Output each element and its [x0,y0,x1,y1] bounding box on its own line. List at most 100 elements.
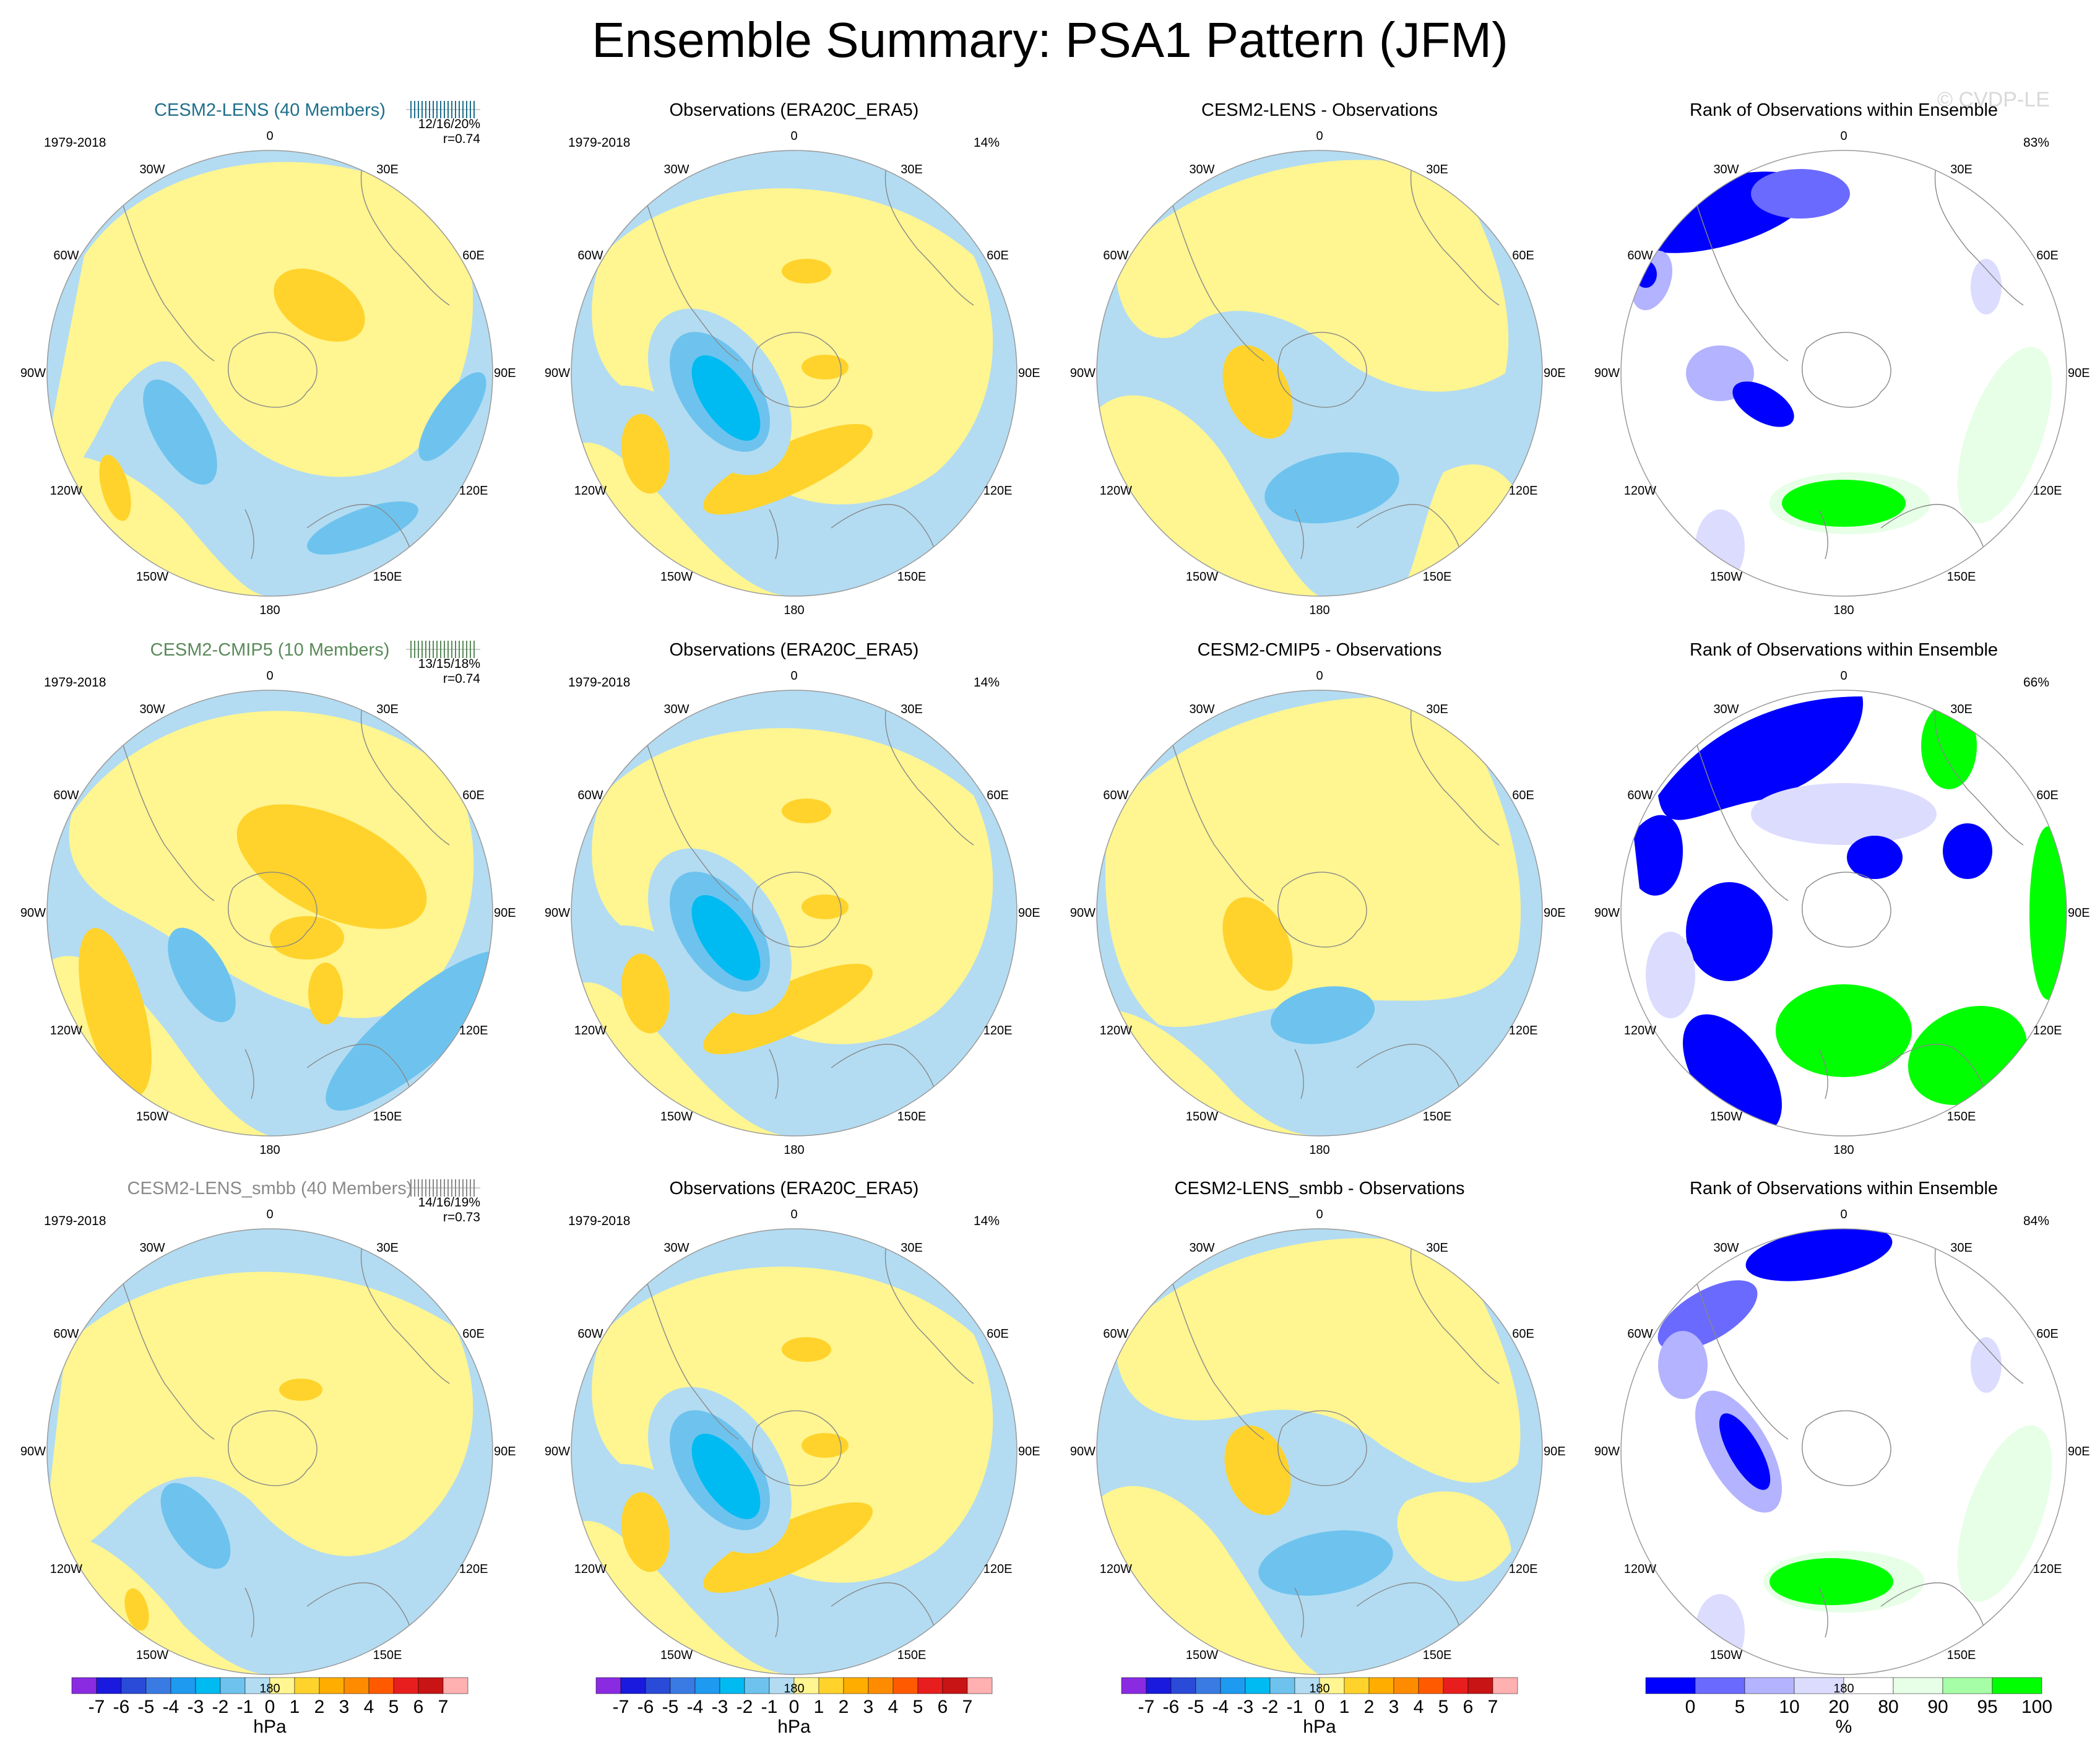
positive-anomaly-region [592,1267,993,1583]
positive-anomaly-core [802,1433,849,1458]
colorbar-tick-label: 5 [388,1697,399,1717]
field-shapes [571,1241,993,1674]
colorbar-tick-label: 2 [1363,1697,1375,1717]
positive-anomaly-core [621,953,670,1034]
antarctica-outline [752,872,842,948]
rank-percent: 84% [2023,1214,2050,1228]
longitude-label: 120E [983,484,1013,498]
pattern-correlation: r=0.74 [443,672,480,686]
longitude-label: 180 [1833,1682,1854,1696]
period-label: 1979-2018 [568,136,631,150]
colorbar-tick-label: -1 [1286,1697,1303,1717]
colorbar-tick-label: -4 [162,1697,179,1717]
negative-anomaly-core [160,1483,231,1569]
negative-anomaly-core [418,372,486,461]
antarctica-outline [1802,872,1891,948]
south-america-coast [1170,199,1264,362]
field-shapes [47,162,486,596]
colorbar-unit: % [1835,1717,1852,1737]
longitude-label: 180 [784,1143,805,1157]
longitude-label: 90E [1544,906,1566,920]
south-america-coast [121,739,215,901]
map-boundary [46,1228,493,1675]
south-america-coast [1170,1278,1264,1440]
longitude-label: 90W [1594,1445,1620,1458]
longitude-label: 60E [1512,249,1534,262]
colorbar-tick-label: 80 [1878,1697,1899,1717]
rank-low-region [1943,823,1992,879]
colorbar-tick-label: -2 [1261,1697,1279,1717]
longitude-label: 180 [1833,1143,1854,1157]
colorbar-swatch [1492,1677,1518,1694]
antarctica-outline [228,872,318,948]
positive-anomaly-core [124,1588,149,1631]
new-zealand-coast [769,1587,779,1638]
period-label: 1979-2018 [44,136,106,150]
rank-low-region [1658,696,1864,820]
colorbar-unit: hPa [777,1717,811,1737]
longitude-label: 150W [660,570,693,584]
positive-anomaly-region [1097,1010,1320,1136]
south-america-coast [645,1278,739,1440]
longitude-label: 90W [20,366,46,380]
rank-low-region [1658,1331,1708,1399]
colorbar-swatch [121,1677,147,1694]
longitude-label: 60E [987,789,1009,802]
longitude-label: 120E [1508,484,1538,498]
panel-title: CESM2-LENS_smbb - Observations [1174,1179,1465,1198]
rank-low-region [1719,1413,1771,1490]
longitude-label: 60E [1512,789,1534,802]
longitude-label: 60W [1627,1327,1653,1341]
longitude-label: 30E [1426,162,1448,176]
map-boundary [1620,1228,2067,1675]
longitude-label: 120E [983,1024,1013,1037]
antarctica-outline [1802,332,1891,408]
longitude-label: 60W [1103,249,1129,262]
longitude-label: 180 [259,1143,280,1157]
antarctica-outline [228,332,318,408]
longitude-label: 120E [2033,1562,2062,1576]
longitude-label: 60E [2036,249,2059,262]
negative-anomaly-core [691,1433,761,1520]
longitude-label: 90W [1594,366,1620,380]
colorbar-swatch [1645,1677,1696,1694]
positive-anomaly-region [1097,1486,1320,1674]
longitude-label: 180 [1309,1682,1330,1696]
longitude-label: 150W [1709,1110,1743,1124]
positive-anomaly-core [621,414,670,494]
positive-anomaly-core [621,1492,670,1572]
colorbar-swatch [967,1677,993,1694]
colorbar-tick-label: -4 [1212,1697,1229,1717]
antarctica-outline [752,332,842,408]
colorbar-swatch [1344,1677,1370,1694]
panel-title: CESM2-LENS - Observations [1201,100,1438,120]
colorbar-tick-label: 1 [813,1697,824,1717]
new-zealand-coast [769,509,779,560]
new-zealand-coast [244,1049,254,1099]
field-shapes [1097,697,1521,1136]
longitude-label: 60E [462,249,485,262]
colorbar-swatch [719,1677,745,1694]
map-boundary [46,150,493,597]
positive-anomaly-core [703,963,873,1055]
map-boundary [1096,150,1543,597]
rank-high-region [2029,826,2067,1000]
longitude-label: 30W [1189,162,1215,176]
longitude-label: 60E [2036,1327,2059,1341]
colorbar-swatch [170,1677,196,1694]
map-boundary [46,690,493,1137]
colorbar-swatch [694,1677,720,1694]
panel-title: CESM2-CMIP5 (10 Members) [150,640,390,660]
rank-low-region [1745,1229,1893,1281]
longitude-label: 90W [544,366,570,380]
panel-title: Observations (ERA20C_ERA5) [669,640,919,660]
longitude-label: 120W [50,1024,83,1037]
colorbar-swatch [1467,1677,1493,1694]
longitude-label: 0 [1840,1208,1847,1221]
longitude-label: 120W [574,484,607,498]
longitude-label: 0 [1840,129,1847,143]
colorbar-tick-label: 5 [912,1697,923,1717]
rank-high-region [1776,984,1912,1077]
positive-anomaly-region [1105,697,1521,1028]
longitude-label: 30E [376,1241,399,1255]
